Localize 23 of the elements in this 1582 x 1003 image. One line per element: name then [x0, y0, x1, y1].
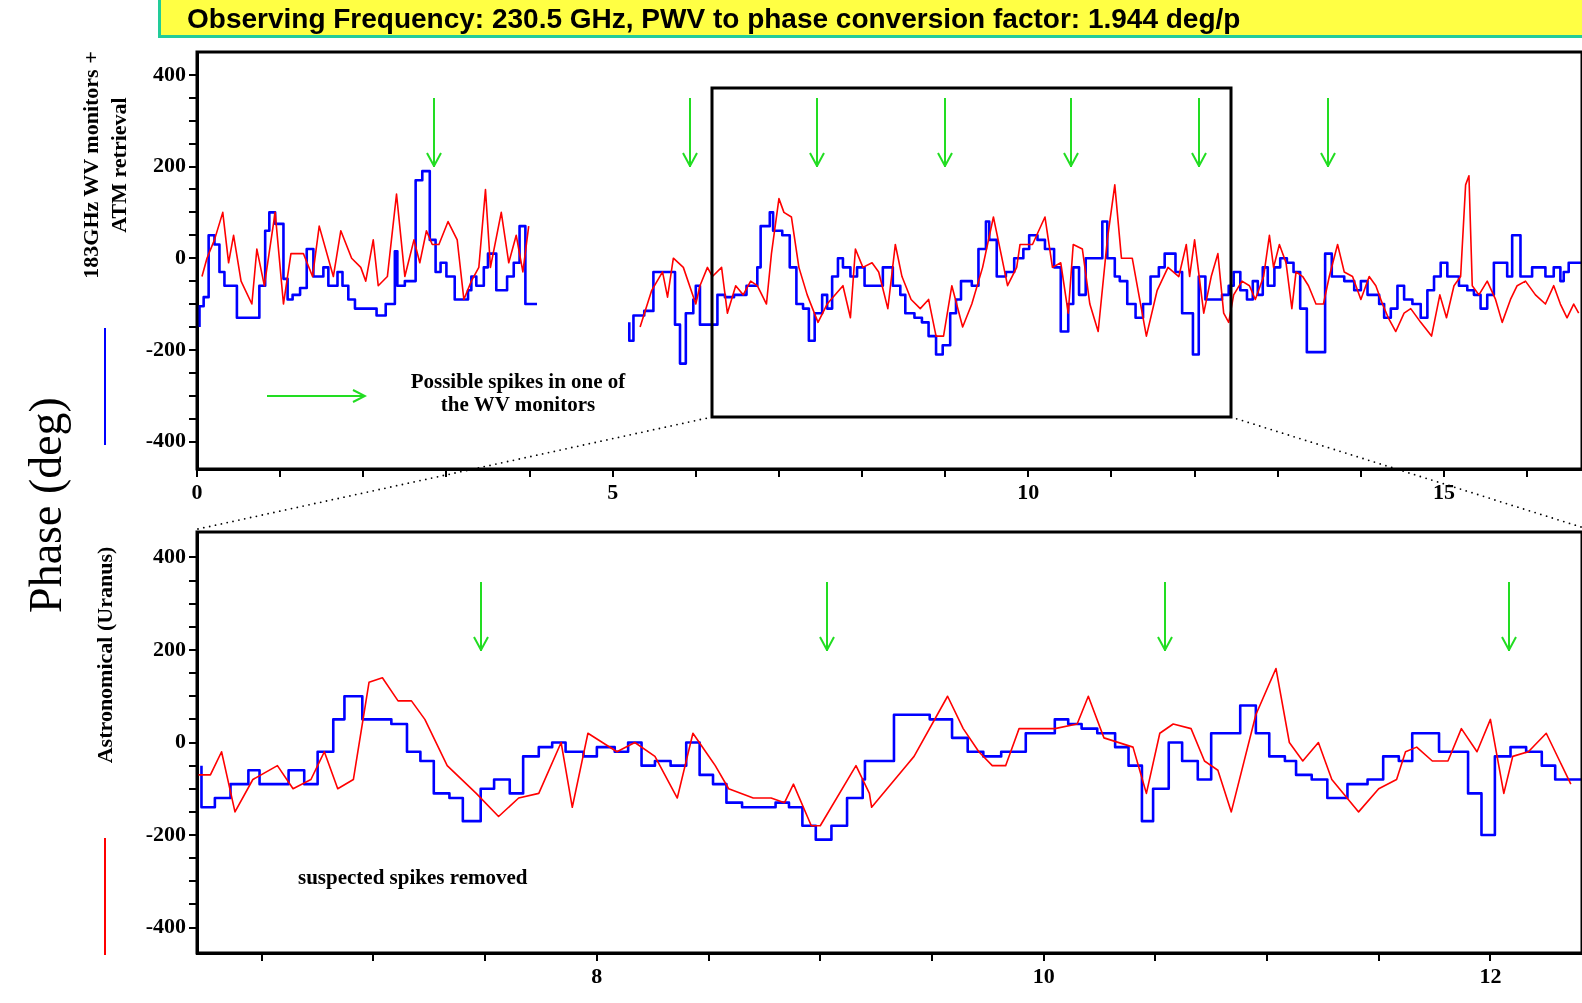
y-tick-label: 200	[153, 152, 186, 178]
y-tick-label: 400	[153, 60, 186, 86]
x-tick-label: 0	[191, 478, 203, 504]
y-tick-label: 200	[153, 635, 186, 661]
text: Astronomical (Uranus)	[91, 545, 118, 766]
x-tick-label: 10	[1032, 962, 1055, 988]
annotation: Possible spikes in one of the WV monitors	[409, 369, 627, 416]
y-axis-title: Phase (deg)	[18, 397, 72, 613]
y-tick-label: 0	[175, 243, 186, 269]
x-tick-label: 12	[1479, 962, 1502, 988]
y-tick-label: -200	[145, 335, 186, 361]
x-tick-label: 8	[591, 962, 603, 988]
y-tick-label: -400	[145, 427, 186, 453]
text: 183GHz WV monitors + ATM retrieval	[77, 50, 132, 281]
annotation: suspected spikes removed	[298, 865, 529, 889]
y-tick-label: 0	[175, 728, 186, 754]
y-tick-label: 400	[153, 543, 186, 569]
y-tick-label: -400	[145, 913, 186, 939]
chart-title: Observing Frequency: 230.5 GHz, PWV to phase conversion factor: 1.944 deg/p	[158, 0, 1582, 38]
x-tick-label: 15	[1433, 478, 1455, 504]
x-tick-label: 5	[607, 478, 619, 504]
x-tick-label: 10	[1017, 478, 1040, 504]
y-tick-label: -200	[145, 820, 186, 846]
